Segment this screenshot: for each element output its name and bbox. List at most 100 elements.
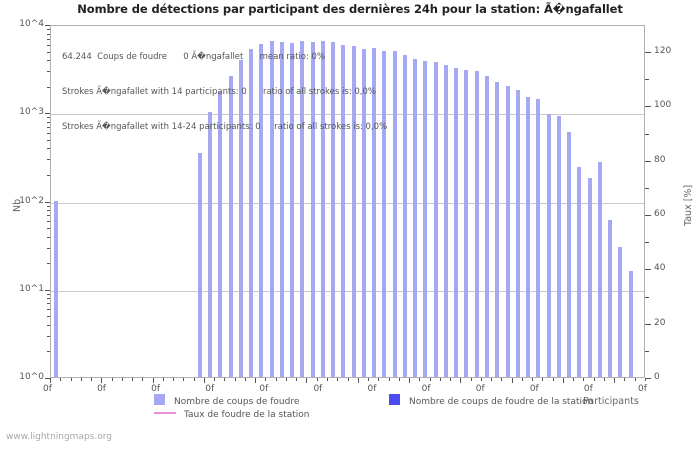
bar: [310, 41, 315, 377]
legend-label: Taux de foudre de la station: [184, 410, 310, 420]
x-axis-tick: [460, 378, 462, 383]
y-axis-left-minor-tick: [47, 126, 50, 128]
x-axis-minor-tick: [347, 378, 349, 381]
x-axis-minor-tick: [244, 378, 246, 381]
x-axis-minor-tick: [470, 378, 472, 381]
bar: [402, 55, 407, 377]
y-axis-left-minor-tick: [47, 60, 50, 62]
bar: [515, 89, 520, 377]
bar: [618, 246, 623, 377]
y-axis-right-tick: [645, 160, 651, 162]
x-axis-minor-tick: [193, 378, 195, 381]
bar: [567, 131, 572, 377]
bar: [259, 43, 264, 377]
annotation-line-3: Strokes Ã�ngafallet with 14-24 participa…: [62, 121, 388, 132]
page-title: Nombre de détections par participant des…: [77, 2, 623, 16]
y-axis-right-minor-tick: [645, 187, 649, 189]
bar: [269, 41, 274, 377]
bar: [423, 61, 428, 377]
legend-label: Nombre de coups de foudre de la station: [409, 397, 594, 407]
legend-line-marker: [154, 412, 176, 414]
bar: [443, 65, 448, 377]
bar: [382, 50, 387, 377]
bar: [197, 152, 202, 377]
x-axis-tick-label: 0f: [205, 384, 215, 394]
y-axis-right-tick-label: 0: [654, 372, 660, 382]
x-axis-minor-tick: [439, 378, 441, 381]
x-axis-minor-tick: [70, 378, 72, 381]
bar: [556, 116, 561, 377]
x-axis-minor-tick: [450, 378, 452, 381]
x-axis-tick: [409, 378, 411, 383]
y-axis-left-minor-tick: [47, 51, 50, 53]
x-axis-minor-tick: [224, 378, 226, 381]
plot-area: [50, 25, 645, 378]
x-axis-minor-tick: [368, 378, 370, 381]
x-axis-minor-tick: [573, 378, 575, 381]
x-axis-minor-tick: [183, 378, 185, 381]
x-axis-tick-label: 0f: [583, 384, 593, 394]
bar: [249, 49, 254, 377]
y-axis-left-tick-label: 10^3: [19, 107, 44, 118]
bar: [300, 41, 305, 377]
x-axis-minor-tick: [521, 378, 523, 381]
legend-item[interactable]: Nombre de coups de foudre: [154, 394, 299, 407]
x-axis-tick-label: 0f: [421, 384, 431, 394]
annotation-line-1: 64.244 Coups de foudre 0 Ã�ngafallet mea…: [62, 52, 326, 63]
x-axis-tick-label: 0f: [475, 384, 485, 394]
x-axis-minor-tick: [296, 378, 298, 381]
x-axis-minor-tick: [214, 378, 216, 381]
x-axis-minor-tick: [285, 378, 287, 381]
x-axis-tick-label: 0f: [43, 384, 52, 394]
legend-item[interactable]: Taux de foudre de la station: [154, 410, 309, 420]
y-axis-left-minor-tick: [47, 38, 50, 40]
y-axis-left-tick: [45, 25, 50, 26]
x-axis-tick-label: 0f: [529, 384, 539, 394]
bar: [484, 75, 489, 377]
y-axis-left-minor-tick: [47, 298, 50, 300]
bar: [495, 82, 500, 377]
legend-item[interactable]: Nombre de coups de foudre de la station: [389, 394, 593, 407]
bar: [546, 114, 551, 377]
y-axis-left-tick: [45, 113, 50, 115]
y-axis-right-tick-label: 100: [654, 100, 672, 111]
bar: [228, 75, 233, 377]
annotation-block: 64.244 Coups de foudre 0 Ã�ngafallet mea…: [62, 29, 387, 157]
y-axis-left-minor-tick: [47, 210, 50, 212]
y-axis-left-minor-tick: [47, 117, 50, 119]
x-axis-minor-tick: [491, 378, 493, 381]
x-axis-tick: [511, 378, 513, 383]
bar: [454, 67, 459, 377]
x-axis-tick: [50, 378, 51, 383]
y-axis-left-tick: [45, 289, 50, 291]
y-axis-left-minor-tick: [47, 205, 50, 207]
bar: [218, 91, 223, 377]
y-axis-left-minor-tick: [47, 221, 50, 223]
y-axis-left-minor-tick: [47, 309, 50, 311]
y-axis-left-minor-tick: [47, 293, 50, 295]
x-axis-minor-tick: [480, 378, 482, 381]
y-axis-right-tick: [645, 323, 651, 325]
y-axis-right-minor-tick: [645, 350, 649, 352]
y-axis-left-tick-label: 10^0: [19, 372, 44, 382]
bar: [320, 40, 325, 377]
gridline: [51, 202, 644, 204]
x-axis-tick: [614, 378, 616, 383]
bar: [341, 44, 346, 377]
x-axis-minor-tick: [388, 378, 390, 381]
x-axis-tick-label: 0f: [367, 384, 377, 394]
x-axis-minor-tick: [173, 378, 175, 381]
y-axis-left-minor-tick: [47, 121, 50, 123]
y-axis-left-minor-tick: [47, 236, 50, 238]
y-axis-left-minor-tick: [47, 132, 50, 134]
x-axis-tick: [152, 378, 154, 383]
y-axis-left-minor-tick: [47, 263, 50, 265]
x-axis-minor-tick: [121, 378, 123, 381]
bar: [464, 70, 469, 377]
y-axis-left-minor-tick: [47, 33, 50, 35]
bar: [372, 48, 377, 377]
x-axis-minor-tick: [593, 378, 595, 381]
y-axis-left-minor-tick: [47, 29, 50, 31]
x-axis-minor-tick: [603, 378, 605, 381]
